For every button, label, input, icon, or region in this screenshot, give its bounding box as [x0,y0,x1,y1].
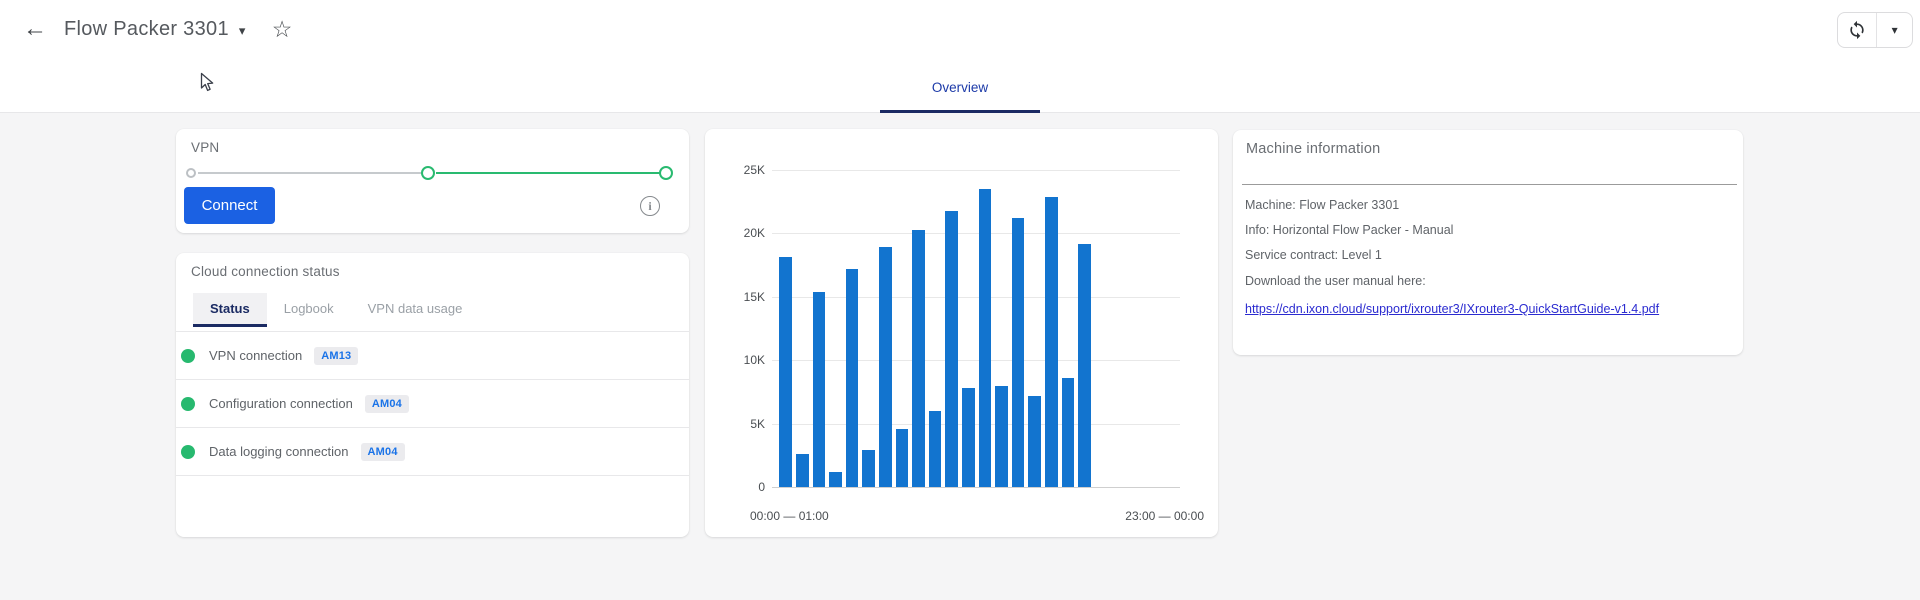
gridline [772,423,1180,425]
chevron-down-icon: ▾ [1891,23,1898,37]
bar [845,268,859,487]
y-axis-tick-label: 20K [743,226,765,241]
status-badge: AM13 [314,346,359,365]
status-row-data-logging-connection: Data logging connection AM04 [176,428,689,476]
bar-chart-card: 25K 20K 15K 10K 5K 0 00:00 — 01:00 23:00 — 00… [705,129,1218,537]
bar-chart-plot: 25K 20K 15K 10K 5K 0 [705,129,1218,537]
x-axis-first-label: 00:00 — 01:00 [750,509,829,523]
gridline [772,296,1180,298]
vpn-track-inactive [198,172,422,174]
refresh-split-button: ▾ [1837,12,1913,48]
status-dot-green [181,348,195,363]
arrow-left-icon: ← [23,15,47,42]
gridline [772,233,1180,235]
bar [1078,243,1091,487]
status-card-title: Cloud connection status [191,264,340,279]
refresh-button[interactable] [1838,13,1878,47]
refresh-icon [1850,20,1864,40]
status-row-vpn-connection: VPN connection AM13 [176,332,689,380]
bar [795,454,809,487]
download-manual-line: Download the user manual here: [1245,274,1426,288]
vpn-track-active [436,172,660,174]
tab-logbook[interactable]: Logbook [283,301,334,316]
star-outline-icon: ☆ [271,15,293,42]
bar [978,189,992,487]
bar [878,247,892,487]
bar [995,385,1008,487]
status-row-label: Configuration connection [209,396,353,411]
gridline [772,487,1180,488]
divider [1242,184,1737,185]
status-row-label: Data logging connection [209,444,349,459]
status-badge: AM04 [360,442,405,461]
bar [862,450,875,487]
y-axis-tick-label: 15K [743,289,765,304]
device-selector-dropdown[interactable]: Flow Packer 3301 ▾ [64,12,245,46]
user-manual-link[interactable]: https://cdn.ixon.cloud/support/ixrouter3… [1245,302,1660,316]
bar [912,229,925,487]
bar [1011,218,1025,487]
vpn-node-router [421,166,435,180]
info-icon[interactable]: i [640,196,660,216]
status-row-configuration-connection: Configuration connection AM04 [176,380,689,428]
machine-name-line: Machine: Flow Packer 3301 [1245,198,1400,212]
top-bar: ← Flow Packer 3301 ▾ ☆ ▾ Overview [0,0,1920,113]
bar [945,210,958,487]
back-button[interactable]: ← [18,12,52,46]
x-axis-last-label: 23:00 — 00:00 [1125,509,1204,523]
bar [1028,395,1041,487]
machine-card-title: Machine information [1246,141,1381,157]
tab-status[interactable]: Status [193,293,267,327]
service-contract-line: Service contract: Level 1 [1245,248,1382,262]
bar [829,471,842,487]
bar [1061,377,1075,487]
machine-info-line: Info: Horizontal Flow Packer - Manual [1245,223,1454,237]
tab-overview[interactable]: Overview [880,80,1040,113]
tab-vpn-data-usage[interactable]: VPN data usage [367,301,463,316]
favorite-star-button[interactable]: ☆ [266,12,298,46]
vpn-node-start [186,168,196,178]
page-title: Flow Packer 3301 [64,17,229,40]
bar [928,410,942,487]
y-axis-tick-label: 5K [750,416,765,431]
vpn-node-cloud [659,166,673,180]
status-dot-green [181,444,195,459]
bar [812,291,826,487]
tab-overview-label: Overview [931,80,989,95]
status-row-label: VPN connection [209,348,303,363]
y-axis-tick-label: 25K [743,163,765,177]
bar [1044,196,1058,487]
refresh-options-caret[interactable]: ▾ [1877,13,1912,47]
y-axis-tick-label: 10K [743,353,765,368]
connect-button[interactable]: Connect [184,187,275,224]
vpn-card-title: VPN [191,140,220,155]
machine-information-card: Machine information Machine: Flow Packer… [1233,130,1743,355]
status-card-tabs: Status Logbook VPN data usage [176,293,689,332]
bar [961,388,975,487]
y-axis-tick-label: 0 [758,480,765,494]
active-tab-indicator [880,109,1040,113]
cloud-connection-status-card: Cloud connection status Status Logbook V… [176,253,689,537]
chevron-down-icon: ▾ [238,22,246,38]
status-dot-green [181,396,195,411]
bar [779,257,792,487]
status-badge: AM04 [364,394,409,413]
vpn-card: VPN Connect i [176,129,689,233]
bar [895,428,909,487]
gridline [772,170,1180,171]
gridline [772,360,1180,362]
status-rows: VPN connection AM13 Configuration connec… [176,332,689,476]
